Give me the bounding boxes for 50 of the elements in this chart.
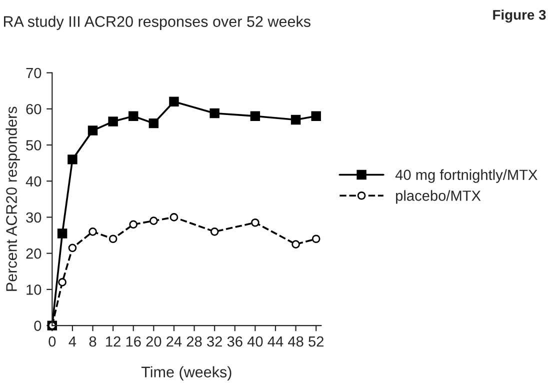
point bbox=[292, 240, 300, 248]
x-tick-label: 0 bbox=[48, 336, 56, 347]
y-tick-label: 60 bbox=[26, 104, 42, 114]
y-tick-label: 30 bbox=[26, 212, 42, 223]
point bbox=[58, 278, 66, 286]
y-tick-label: 0 bbox=[34, 320, 42, 331]
legend-label: 40 mg fortnightly/MTX bbox=[395, 169, 538, 183]
point bbox=[57, 228, 68, 238]
point bbox=[108, 116, 118, 126]
y-tick-label: 10 bbox=[26, 284, 42, 295]
point bbox=[210, 227, 219, 236]
caption: Figure 3 bbox=[493, 10, 546, 23]
legend-label: placebo/MTX bbox=[396, 190, 481, 204]
point bbox=[290, 114, 301, 125]
chart-title: RA study III ACR20 responses over 52 weeks bbox=[4, 16, 310, 30]
x-axis-title: Time (weeks) bbox=[141, 366, 232, 380]
point bbox=[251, 218, 260, 227]
point bbox=[169, 96, 179, 107]
x-tick-label: 32 bbox=[207, 336, 222, 347]
point bbox=[129, 220, 138, 229]
point bbox=[312, 234, 320, 244]
point bbox=[128, 111, 138, 121]
x-tick-label: 12 bbox=[106, 336, 120, 347]
point bbox=[148, 118, 159, 128]
x-tick-label: 28 bbox=[186, 336, 202, 347]
y-tick-label: 70 bbox=[26, 68, 42, 78]
x-tick-label: 40 bbox=[247, 336, 263, 347]
point bbox=[88, 126, 98, 136]
point bbox=[210, 108, 220, 118]
x-tick-label: 52 bbox=[308, 336, 324, 347]
x-tick-label: 24 bbox=[166, 336, 182, 347]
point bbox=[88, 227, 97, 236]
x-tick-label: 16 bbox=[126, 336, 141, 347]
point bbox=[250, 111, 260, 121]
point bbox=[108, 234, 118, 244]
x-tick-label: 8 bbox=[89, 336, 96, 347]
point bbox=[68, 154, 78, 164]
y-tick-label: 50 bbox=[26, 140, 42, 150]
point bbox=[68, 244, 77, 252]
point bbox=[150, 216, 158, 225]
x-tick-label: 20 bbox=[146, 336, 162, 347]
point bbox=[170, 213, 178, 222]
x-tick-label: 48 bbox=[288, 336, 304, 347]
x-tick-label: 36 bbox=[227, 336, 242, 347]
y-axis-title: Percent ACR20 responders bbox=[6, 106, 20, 291]
y-tick-label: 40 bbox=[26, 176, 42, 187]
point bbox=[311, 111, 321, 121]
x-tick-label: 4 bbox=[68, 336, 76, 347]
y-tick-label: 20 bbox=[26, 248, 42, 259]
x-tick-label: 44 bbox=[268, 336, 284, 347]
